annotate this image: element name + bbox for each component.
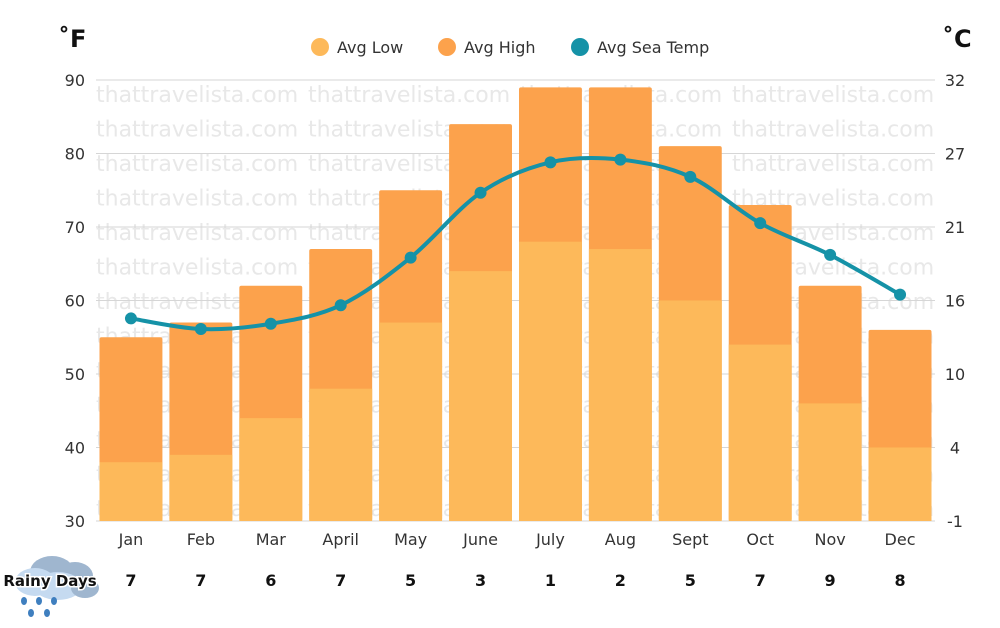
watermark-text: thattravelista.com	[96, 118, 298, 143]
y-tick-left: 90	[65, 71, 85, 90]
sea-temp-point	[124, 312, 137, 325]
axes: 30 -1 40 4 50 10 60 16 70 21 80 27 90 32 Jan Feb Mar Apri…	[65, 71, 966, 549]
x-tick-label: Mar	[256, 530, 287, 549]
sea-temp-point	[404, 251, 417, 264]
watermark-text: thattravelista.com	[732, 152, 934, 177]
bar-avg-low	[309, 388, 373, 521]
sea-temp-point	[264, 317, 277, 330]
bar-avg-low	[798, 403, 862, 521]
sea-temp-point	[684, 170, 697, 183]
rainy-days-value: 7	[195, 571, 206, 590]
bar-avg-low	[169, 454, 233, 521]
sea-temp-point	[194, 323, 207, 336]
right-axis-unit: ˚C	[942, 25, 972, 53]
y-tick-right: 21	[945, 218, 965, 237]
y-tick-right: 32	[945, 71, 965, 90]
rain-cloud-icon	[15, 556, 99, 617]
x-tick-label: Jan	[118, 530, 144, 549]
watermark-text: thattravelista.com	[308, 83, 510, 108]
rainy-days-label: Rainy Days	[3, 572, 96, 590]
rainy-days-value: 5	[685, 571, 696, 590]
y-tick-left: 80	[65, 145, 85, 164]
watermark-text: thattravelista.com	[732, 118, 934, 143]
x-tick-label: Sept	[672, 530, 708, 549]
watermark-text: thattravelista.com	[96, 221, 298, 246]
x-tick-label: May	[394, 530, 427, 549]
grid-lines	[96, 79, 935, 522]
bar-avg-low	[658, 300, 722, 521]
x-tick-label: Aug	[605, 530, 636, 549]
rainy-days-value: 3	[475, 571, 486, 590]
legend-label: Avg Low	[337, 38, 403, 57]
y-tick-left: 40	[65, 439, 85, 458]
y-tick-left: 60	[65, 292, 85, 311]
rainy-days-value: 9	[825, 571, 836, 590]
y-tick-right: -1	[947, 512, 963, 531]
legend-swatch	[571, 38, 589, 56]
y-tick-left: 50	[65, 365, 85, 384]
rainy-days-value: 5	[405, 571, 416, 590]
y-tick-left: 70	[65, 218, 85, 237]
sea-temp-line	[124, 153, 907, 336]
rainy-days-value: 1	[545, 571, 556, 590]
rainy-days-value: 7	[335, 571, 346, 590]
sea-temp-point	[754, 217, 767, 230]
watermark-text: thattravelista.com	[96, 152, 298, 177]
rainy-days-value: 7	[755, 571, 766, 590]
y-tick-left: 30	[65, 512, 85, 531]
left-axis-unit: ˚F	[58, 25, 86, 53]
watermark-text: thattravelista.com	[96, 256, 298, 281]
bar-avg-low	[449, 271, 512, 521]
sea-temp-point	[474, 186, 487, 199]
bar-avg-low	[99, 462, 163, 521]
x-tick-label: Feb	[187, 530, 215, 549]
sea-temp-point	[614, 153, 627, 166]
legend-swatch	[311, 38, 329, 56]
bar-avg-low	[868, 447, 932, 521]
bar-avg-low	[519, 241, 582, 521]
sea-temp-point	[544, 156, 557, 169]
x-tick-label: June	[462, 530, 498, 549]
x-tick-label: Nov	[815, 530, 846, 549]
x-tick-label: Oct	[746, 530, 774, 549]
watermark-text: thattravelista.com	[732, 83, 934, 108]
sea-temp-point	[824, 248, 837, 261]
sea-temp-point	[894, 288, 907, 301]
x-tick-label: Dec	[885, 530, 916, 549]
rainy-days-value: 8	[894, 571, 905, 590]
x-tick-label: April	[322, 530, 359, 549]
legend: Avg Low Avg High Avg Sea Temp	[311, 38, 709, 57]
bars	[99, 87, 932, 522]
legend-swatch	[438, 38, 456, 56]
bar-avg-low	[588, 249, 652, 522]
rainy-days-value: 7	[125, 571, 136, 590]
y-tick-right: 4	[950, 439, 960, 458]
legend-label: Avg Sea Temp	[597, 38, 709, 57]
rainy-days-value: 6	[265, 571, 276, 590]
y-tick-right: 10	[945, 365, 965, 384]
bar-avg-low	[728, 344, 792, 521]
watermark-text: thattravelista.com	[96, 83, 298, 108]
bar-avg-low	[239, 418, 303, 521]
watermark-text: thattravelista.com	[96, 187, 298, 212]
y-tick-right: 27	[945, 145, 965, 164]
sea-temp-point	[334, 299, 347, 312]
x-tick-label: July	[535, 530, 565, 549]
y-tick-right: 16	[945, 292, 965, 311]
legend-label: Avg High	[464, 38, 536, 57]
rainy-days-value: 2	[615, 571, 626, 590]
bar-avg-low	[379, 322, 443, 521]
rainy-days-values: 7 7 6 7 5 3 1 2 5 7 9 8	[125, 571, 905, 590]
